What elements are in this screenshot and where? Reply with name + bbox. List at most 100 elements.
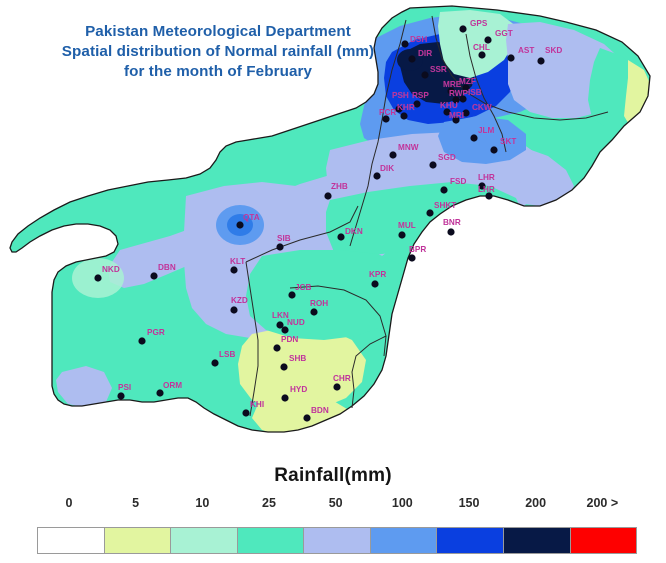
station-zhb: ZHB (324, 182, 348, 200)
station-dot (470, 134, 478, 142)
legend-colorbar (37, 527, 637, 554)
station-skt: SKT (490, 137, 517, 154)
station-khu: KHU (440, 101, 458, 116)
station-dot (440, 186, 448, 194)
station-lhr2: LHR (478, 185, 495, 200)
station-dot (443, 108, 451, 116)
station-label: CKW (472, 103, 492, 112)
band-10-25-north (438, 10, 516, 78)
legend-swatch-4 (304, 528, 371, 553)
station-label: RWP (449, 89, 468, 98)
station-lsb: LSB (211, 350, 236, 367)
station-label: KHU (440, 101, 458, 110)
station-dot (94, 274, 102, 282)
station-jlm: JLM (470, 126, 495, 142)
station-dot (150, 272, 158, 280)
station-dot (211, 359, 219, 367)
station-label: MNW (398, 143, 419, 152)
station-lkn: LKN (272, 311, 289, 329)
station-label: HYD (290, 385, 307, 394)
station-mre: MRE (443, 80, 462, 95)
station-khr: KHR (397, 103, 415, 120)
station-label: KZD (231, 296, 248, 305)
station-label: SHB (289, 354, 306, 363)
station-dot (459, 25, 467, 33)
station-label: MZF (459, 77, 476, 86)
legend-swatch-8 (570, 528, 637, 553)
station-jcb: JCB (288, 283, 312, 299)
band-25-50-sindh-north (246, 250, 412, 340)
legend: Rainfall(mm) 0 5 10 25 50 100 150 200 200 > (0, 460, 666, 563)
station-ast: AST (507, 46, 535, 62)
station-dsh: DSH (401, 35, 427, 48)
station-dot (426, 209, 434, 217)
station-dot (490, 146, 498, 154)
station-dkn: DKN (337, 227, 363, 241)
station-label: DBN (158, 263, 176, 272)
station-label: KLT (230, 257, 245, 266)
station-label: KHI (250, 400, 264, 409)
legend-tick-labels: 0 5 10 25 50 100 150 200 200 > (37, 496, 637, 514)
station-qta: QTA (236, 213, 260, 229)
station-label: JCB (295, 283, 311, 292)
station-dot (281, 326, 289, 334)
station-dot (138, 337, 146, 345)
station-roh: ROH (310, 299, 328, 316)
station-dot (462, 109, 470, 117)
band-50-100-makran (56, 366, 112, 408)
station-dot (537, 57, 545, 65)
station-dot (447, 87, 455, 95)
station-dot (303, 414, 311, 422)
legend-swatch-1 (104, 528, 172, 553)
station-label: NUD (287, 318, 305, 327)
station-nud: NUD (281, 318, 305, 334)
station-klt: KLT (230, 257, 245, 274)
station-label: BNR (443, 218, 461, 227)
station-label: CHL (473, 43, 490, 52)
station-dot (429, 161, 437, 169)
station-label: PGR (147, 328, 165, 337)
station-bdn: BDN (303, 406, 329, 422)
legend-tick-25: 25 (262, 496, 276, 510)
legend-tick-200: 200 > (586, 496, 619, 510)
legend-tick-200: 200 (525, 496, 547, 510)
station-gps: GPS (459, 19, 488, 33)
station-ckw: CKW (462, 103, 492, 117)
station-label: BDN (311, 406, 329, 415)
station-pgr: PGR (138, 328, 165, 345)
station-label: GPS (470, 19, 488, 28)
band-100-150-sialkot (438, 116, 526, 164)
station-label: ZHB (331, 182, 348, 191)
legend-swatch-5 (370, 528, 438, 553)
station-label: PDN (281, 335, 298, 344)
station-label: PSH (392, 91, 409, 100)
station-dot (452, 116, 460, 124)
legend-tick-5: 5 (132, 496, 140, 510)
station-label: LKN (272, 311, 289, 320)
station-dot (398, 231, 406, 239)
country-outline (9, 5, 651, 433)
station-label: MUL (398, 221, 416, 230)
station-dot (276, 321, 284, 329)
province-boundaries (245, 15, 609, 417)
station-rsp: RSP (412, 91, 429, 108)
station-dot (273, 344, 281, 352)
station-dot (462, 84, 470, 92)
station-label: SKT (500, 137, 516, 146)
band-5-10-chhor (262, 338, 350, 400)
station-kzd: KZD (230, 296, 248, 314)
station-ssr: SSR (421, 65, 447, 79)
station-nkd: NKD (94, 265, 120, 282)
legend-swatch-2 (171, 528, 238, 553)
legend-tick-150: 150 (458, 496, 480, 510)
station-label: DIR (418, 49, 432, 58)
legend-swatch-6 (437, 528, 504, 553)
station-dot (478, 51, 486, 59)
station-dot (478, 182, 486, 190)
station-rwp: RWP (449, 89, 469, 104)
station-label: SGD (438, 153, 456, 162)
station-dot (230, 306, 238, 314)
station-label: SSR (430, 65, 447, 74)
station-dot (333, 383, 341, 391)
station-dot (337, 233, 345, 241)
